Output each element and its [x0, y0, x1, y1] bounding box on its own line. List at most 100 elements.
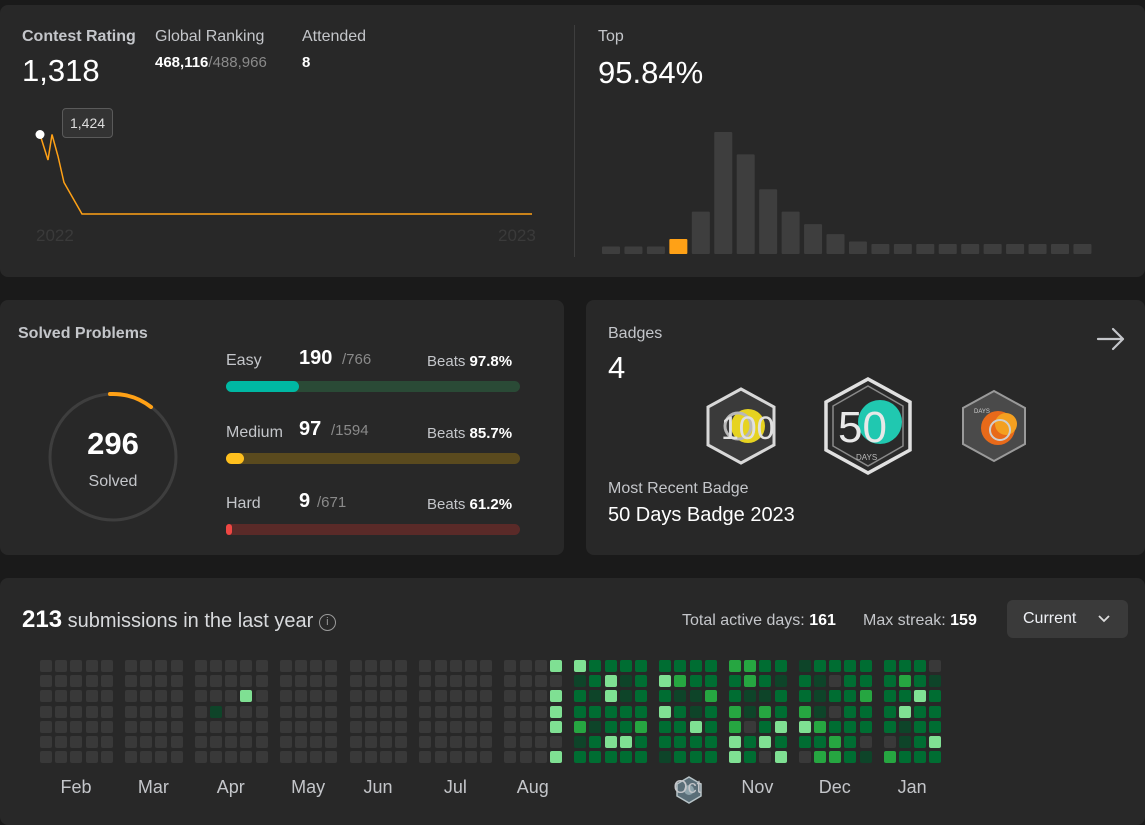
heatmap-cell[interactable] — [589, 675, 602, 688]
heatmap-cell[interactable] — [859, 751, 872, 764]
heatmap-cell[interactable] — [419, 736, 432, 748]
heatmap-cell[interactable] — [125, 675, 137, 688]
heatmap-cell[interactable] — [240, 660, 253, 672]
heatmap-cell[interactable] — [449, 705, 462, 718]
histogram-bar[interactable] — [624, 246, 643, 254]
heatmap-cell[interactable] — [674, 720, 687, 733]
heatmap-cell[interactable] — [194, 675, 207, 688]
heatmap-cell[interactable] — [325, 705, 338, 718]
heatmap-cell[interactable] — [689, 675, 702, 688]
heatmap-cell[interactable] — [170, 675, 183, 688]
heatmap-cell[interactable] — [914, 751, 927, 764]
heatmap-cell[interactable] — [40, 751, 52, 764]
heatmap-cell[interactable] — [659, 660, 672, 672]
heatmap-cell[interactable] — [255, 690, 268, 703]
histogram-bar[interactable] — [848, 241, 867, 254]
heatmap-cell[interactable] — [774, 675, 787, 688]
heatmap-cell[interactable] — [85, 751, 98, 764]
heatmap-cell[interactable] — [225, 736, 238, 748]
heatmap-cell[interactable] — [364, 705, 377, 718]
heatmap-cell[interactable] — [589, 705, 602, 718]
heatmap-cell[interactable] — [225, 720, 238, 733]
heatmap-cell[interactable] — [604, 751, 617, 764]
heatmap-cell[interactable] — [844, 736, 857, 748]
heatmap-cell[interactable] — [279, 736, 292, 748]
heatmap-cell[interactable] — [844, 720, 857, 733]
heatmap-cell[interactable] — [100, 751, 113, 764]
heatmap-cell[interactable] — [914, 736, 927, 748]
heatmap-cell[interactable] — [550, 660, 562, 672]
heatmap-cell[interactable] — [814, 751, 826, 764]
heatmap-cell[interactable] — [519, 660, 532, 672]
heatmap-cell[interactable] — [619, 675, 632, 688]
heatmap-cell[interactable] — [210, 705, 222, 718]
heatmap-cell[interactable] — [729, 751, 741, 764]
heatmap-cell[interactable] — [380, 660, 392, 672]
histogram-bar[interactable] — [983, 244, 1002, 254]
heatmap-cell[interactable] — [380, 675, 392, 688]
heatmap-cell[interactable] — [125, 720, 137, 733]
heatmap-cell[interactable] — [704, 736, 717, 748]
heatmap-cell[interactable] — [534, 720, 547, 733]
heatmap-cell[interactable] — [85, 720, 98, 733]
heatmap-cell[interactable] — [310, 705, 323, 718]
heatmap-cell[interactable] — [704, 705, 717, 718]
heatmap-cell[interactable] — [659, 720, 672, 733]
heatmap-cell[interactable] — [704, 660, 717, 672]
heatmap-cell[interactable] — [859, 690, 872, 703]
heatmap-cell[interactable] — [349, 720, 362, 733]
heatmap-cell[interactable] — [279, 705, 292, 718]
badge-earned-marker-icon[interactable] — [676, 776, 702, 804]
heatmap-cell[interactable] — [480, 736, 493, 748]
heatmap-cell[interactable] — [210, 675, 222, 688]
heatmap-cell[interactable] — [70, 675, 83, 688]
heatmap-cell[interactable] — [40, 736, 52, 748]
heatmap-cell[interactable] — [140, 720, 153, 733]
heatmap-cell[interactable] — [914, 705, 927, 718]
heatmap-cell[interactable] — [534, 660, 547, 672]
heatmap-cell[interactable] — [504, 660, 517, 672]
heatmap-cell[interactable] — [295, 675, 307, 688]
heatmap-cell[interactable] — [55, 736, 68, 748]
heatmap-cell[interactable] — [574, 720, 587, 733]
heatmap-cell[interactable] — [140, 690, 153, 703]
heatmap-cell[interactable] — [255, 675, 268, 688]
heatmap-cell[interactable] — [465, 736, 477, 748]
heatmap-cell[interactable] — [55, 751, 68, 764]
heatmap-cell[interactable] — [798, 705, 811, 718]
heatmap-cell[interactable] — [140, 736, 153, 748]
heatmap-cell[interactable] — [100, 736, 113, 748]
heatmap-cell[interactable] — [519, 675, 532, 688]
heatmap-cell[interactable] — [85, 736, 98, 748]
heatmap-cell[interactable] — [100, 690, 113, 703]
heatmap-cell[interactable] — [310, 660, 323, 672]
heatmap-cell[interactable] — [325, 690, 338, 703]
heatmap-cell[interactable] — [589, 736, 602, 748]
heatmap-cell[interactable] — [729, 705, 741, 718]
heatmap-cell[interactable] — [225, 660, 238, 672]
heatmap-cell[interactable] — [759, 720, 772, 733]
heatmap-cell[interactable] — [519, 736, 532, 748]
arrow-right-icon[interactable] — [1096, 326, 1126, 352]
heatmap-cell[interactable] — [914, 690, 927, 703]
heatmap-cell[interactable] — [619, 690, 632, 703]
heatmap-cell[interactable] — [859, 720, 872, 733]
heatmap-cell[interactable] — [519, 690, 532, 703]
heatmap-cell[interactable] — [774, 660, 787, 672]
histogram-bar[interactable] — [938, 244, 957, 254]
histogram-bar[interactable] — [893, 244, 912, 254]
heatmap-cell[interactable] — [504, 736, 517, 748]
heatmap-cell[interactable] — [829, 751, 842, 764]
heatmap-cell[interactable] — [449, 660, 462, 672]
heatmap-cell[interactable] — [55, 675, 68, 688]
heatmap-cell[interactable] — [100, 720, 113, 733]
heatmap-cell[interactable] — [310, 675, 323, 688]
heatmap-cell[interactable] — [349, 736, 362, 748]
heatmap-cell[interactable] — [364, 690, 377, 703]
heatmap-cell[interactable] — [759, 690, 772, 703]
heatmap-cell[interactable] — [550, 751, 562, 764]
heatmap-cell[interactable] — [125, 660, 137, 672]
heatmap-cell[interactable] — [295, 736, 307, 748]
heatmap-cell[interactable] — [295, 690, 307, 703]
heatmap-cell[interactable] — [929, 675, 942, 688]
